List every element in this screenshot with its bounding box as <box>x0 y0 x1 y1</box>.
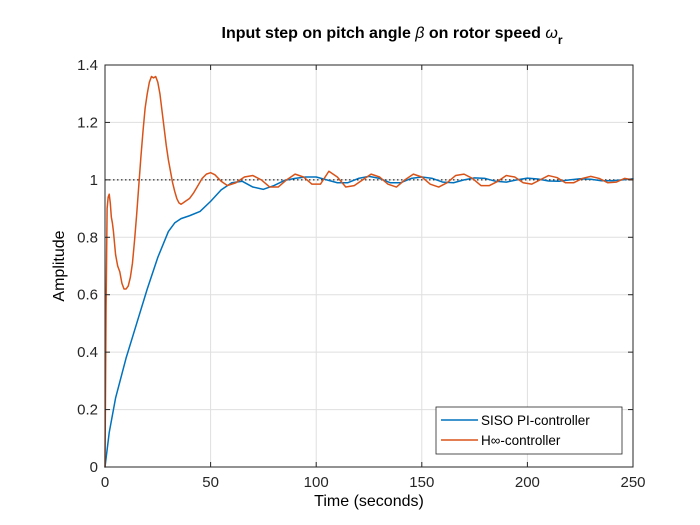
x-tick-label: 150 <box>409 474 434 491</box>
x-tick-label: 200 <box>515 474 540 491</box>
legend-label-hinf: H∞-controller <box>481 433 561 448</box>
x-tick-label: 50 <box>202 474 219 491</box>
legend-label-siso: SISO PI-controller <box>481 413 590 428</box>
x-tick-label: 0 <box>101 474 109 491</box>
y-axis-label: Amplitude <box>51 230 68 301</box>
y-tick-label: 0.6 <box>77 287 98 304</box>
series-layer <box>104 75 634 468</box>
chart-title: Input step on pitch angle β on rotor spe… <box>222 25 563 47</box>
x-tick-label: 250 <box>620 474 645 491</box>
y-tick-label: 0.8 <box>77 229 98 246</box>
y-tick-label: 1.4 <box>77 57 98 74</box>
plot-frame <box>104 64 634 468</box>
legend-box <box>435 406 623 455</box>
y-tick-label: 0.2 <box>77 402 98 419</box>
series-line-hinf <box>104 75 634 468</box>
plot-area <box>105 65 633 467</box>
y-tick-label: 0 <box>90 459 98 476</box>
y-tick-label: 1 <box>90 172 98 189</box>
legend: SISO PI-controller H∞-controller <box>435 406 623 455</box>
y-tick-label: 1.2 <box>77 114 98 131</box>
tick-marks <box>104 64 634 468</box>
tick-labels: 0 50 100 150 200 250 0 0.2 0.4 0.6 0.8 1 1.2 1.4 <box>77 57 645 491</box>
x-tick-label: 100 <box>304 474 329 491</box>
y-tick-label: 0.4 <box>77 344 98 361</box>
x-axis-label: Time (seconds) <box>314 493 424 510</box>
